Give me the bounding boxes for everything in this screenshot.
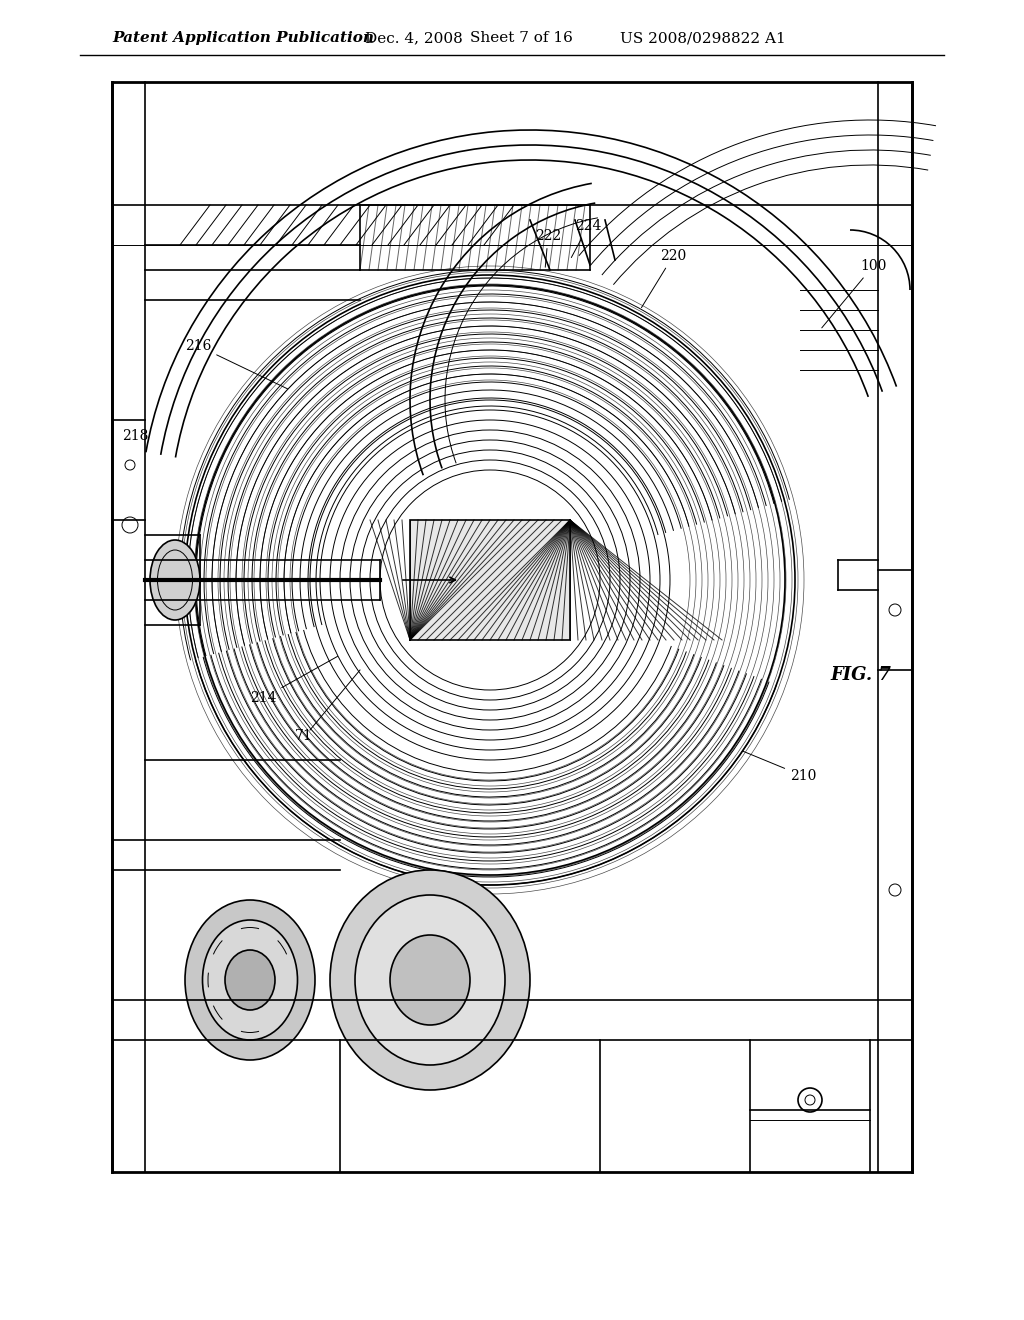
Text: 224: 224 — [571, 219, 601, 257]
Text: 222: 222 — [535, 228, 561, 267]
Ellipse shape — [330, 870, 530, 1090]
Bar — [112, 82, 912, 1172]
Text: 218: 218 — [122, 429, 148, 444]
Ellipse shape — [390, 935, 470, 1026]
Text: 210: 210 — [742, 751, 816, 783]
Ellipse shape — [355, 895, 505, 1065]
Text: 214: 214 — [250, 656, 338, 705]
Text: 71: 71 — [295, 729, 312, 743]
Text: 220: 220 — [641, 249, 686, 308]
Ellipse shape — [225, 950, 275, 1010]
Ellipse shape — [185, 900, 315, 1060]
Text: Sheet 7 of 16: Sheet 7 of 16 — [470, 30, 572, 45]
Text: 216: 216 — [185, 339, 288, 389]
Text: FIG. 7: FIG. 7 — [830, 667, 891, 684]
Text: 100: 100 — [822, 259, 887, 327]
Ellipse shape — [150, 540, 200, 620]
Text: Patent Application Publication: Patent Application Publication — [112, 30, 374, 45]
Text: US 2008/0298822 A1: US 2008/0298822 A1 — [620, 30, 785, 45]
Text: Dec. 4, 2008: Dec. 4, 2008 — [365, 30, 463, 45]
Ellipse shape — [203, 920, 298, 1040]
Bar — [410, 520, 570, 640]
